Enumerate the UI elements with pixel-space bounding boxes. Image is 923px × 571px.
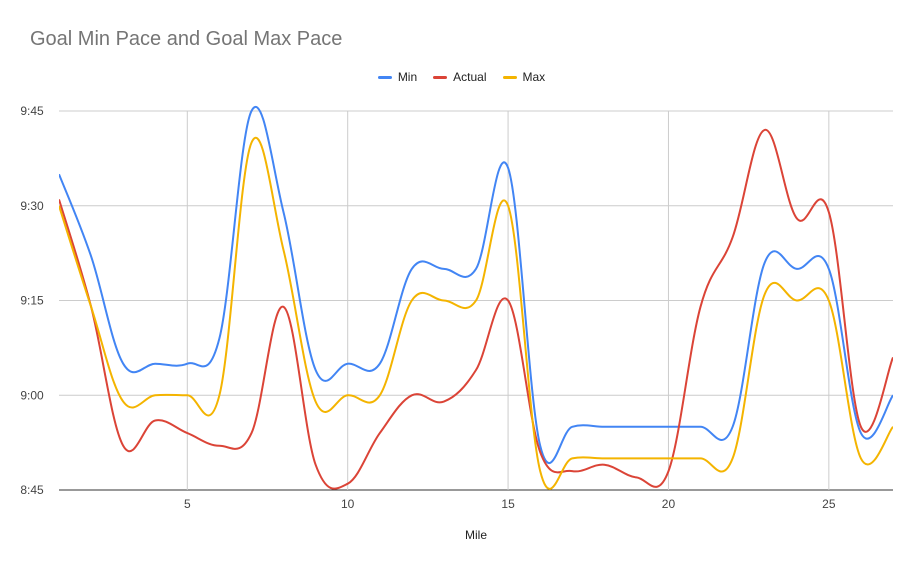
x-tick-label: 10 [341, 497, 355, 511]
y-tick-label: 9:45 [20, 104, 44, 118]
x-tick-label: 20 [662, 497, 676, 511]
legend-item-max[interactable]: Max [502, 70, 546, 84]
series-line-actual[interactable] [59, 128, 893, 490]
legend-label-max: Max [522, 70, 546, 84]
x-tick-labels: 5 10 15 20 25 [184, 497, 836, 511]
y-tick-label: 9:30 [20, 199, 44, 213]
legend-item-actual[interactable]: Actual [433, 70, 487, 84]
legend-swatch-min [377, 75, 392, 79]
y-tick-label: 9:15 [20, 294, 44, 308]
x-tick-label: 15 [501, 497, 515, 511]
series-lines [59, 106, 893, 490]
legend-swatch-actual [433, 75, 448, 79]
y-tick-label: 9:00 [20, 388, 44, 402]
chart-title: Goal Min Pace and Goal Max Pace [30, 28, 343, 50]
series-line-max[interactable] [59, 136, 893, 490]
y-tick-label: 8:45 [20, 483, 44, 497]
x-tick-label: 25 [822, 497, 836, 511]
y-tick-labels: 8:45 9:00 9:15 9:30 9:45 [20, 104, 44, 497]
legend-label-min: Min [397, 70, 418, 84]
legend-swatch-max [502, 75, 517, 79]
legend: Min Actual Max [0, 70, 923, 84]
legend-label-actual: Actual [453, 70, 487, 84]
x-axis-title: Mile [465, 528, 487, 542]
x-tick-label: 5 [184, 497, 191, 511]
legend-item-min[interactable]: Min [377, 70, 418, 84]
series-line-min[interactable] [59, 106, 893, 464]
